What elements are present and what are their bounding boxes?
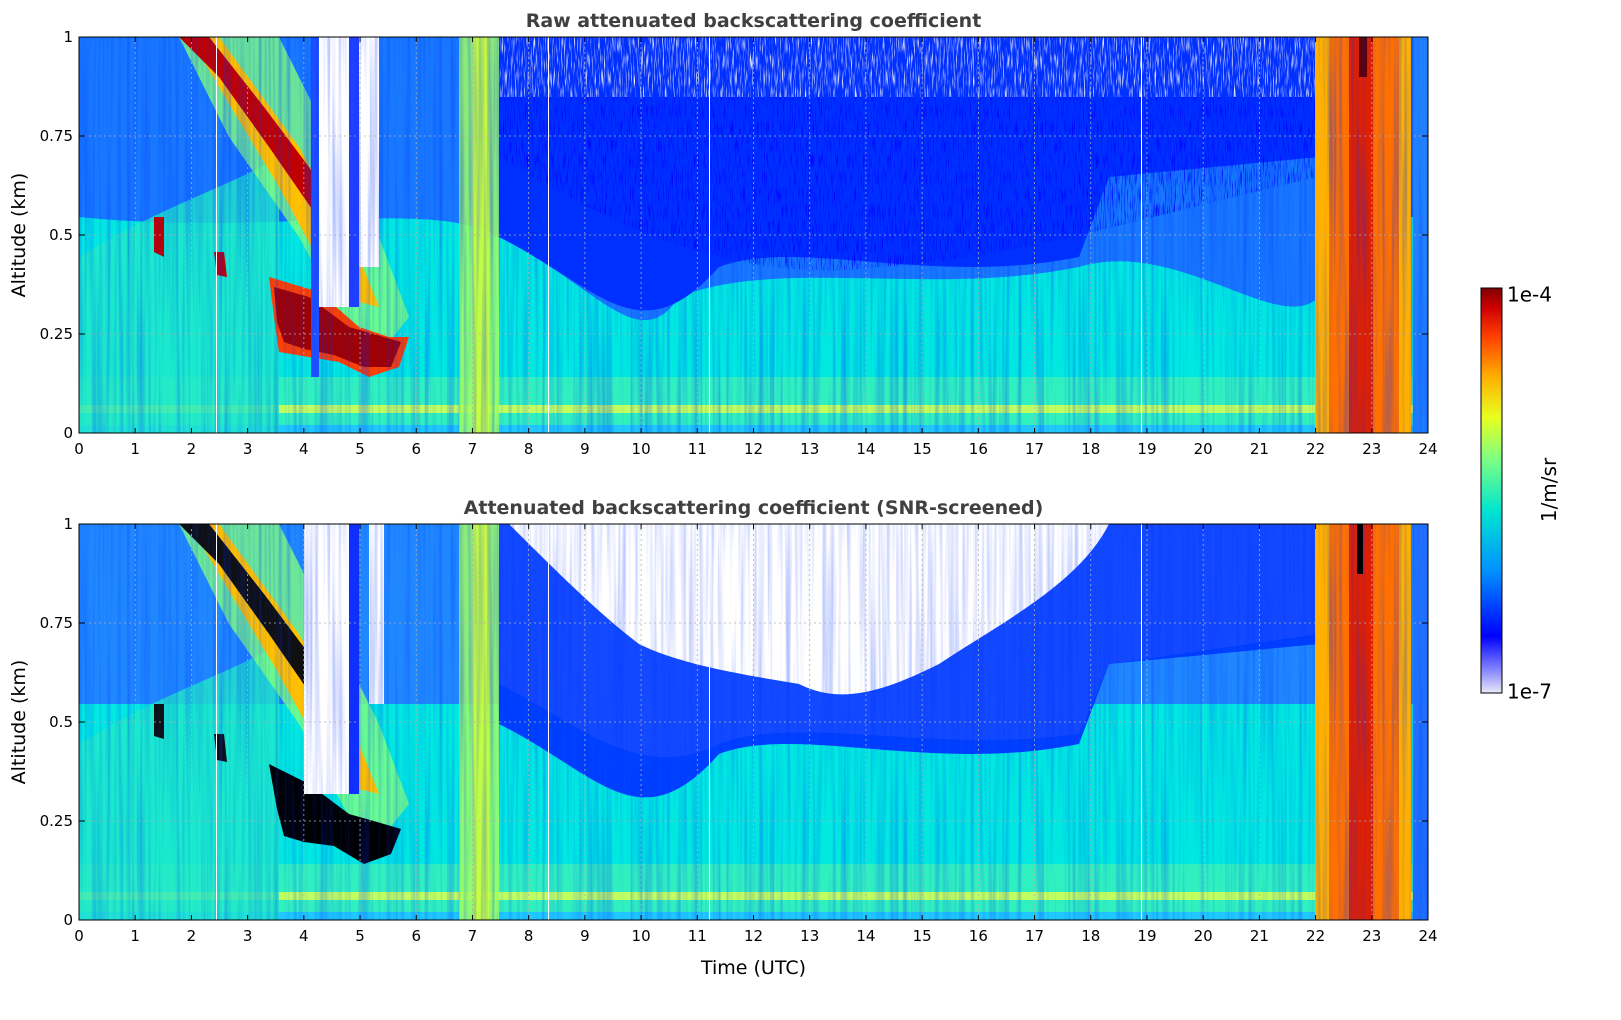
colorbar: 1e-4 1e-7 1/m/sr [1480, 283, 1561, 704]
screened-backscatter-panel: 0 1 2 3 4 5 6 7 8 9 10 11 12 13 14 15 16 17 18 19 20 21 22 23 24… [8, 497, 1438, 979]
x-tick-label: 12 [744, 440, 763, 458]
x-tick-label: 15 [913, 927, 932, 945]
x-tick-label: 1 [130, 927, 140, 945]
x-tick-label: 20 [1194, 927, 1213, 945]
y-tick-label: 0 [63, 911, 73, 929]
y-tick-label: 0.25 [40, 812, 73, 830]
colorbar-min-label: 1e-7 [1507, 680, 1552, 704]
grid-lines [79, 524, 1428, 920]
y-axis: 0 0.25 0.5 0.75 1 [40, 28, 1428, 442]
x-tick-label: 6 [411, 440, 421, 458]
y-tick-label: 0.5 [49, 713, 73, 731]
y-axis-label: Altitude (km) [8, 173, 30, 298]
y-tick-label: 0.25 [40, 325, 73, 343]
x-tick-label: 8 [524, 440, 534, 458]
x-tick-label: 13 [800, 927, 819, 945]
x-tick-label: 0 [74, 927, 84, 945]
x-tick-label: 14 [856, 440, 875, 458]
x-tick-label: 18 [1081, 440, 1100, 458]
x-tick-label: 18 [1081, 927, 1100, 945]
x-tick-label: 16 [969, 440, 988, 458]
y-tick-label: 0 [63, 424, 73, 442]
panel-title: Attenuated backscattering coefficient (S… [464, 497, 1044, 519]
y-tick-label: 0.75 [40, 614, 73, 632]
x-tick-label: 23 [1362, 440, 1381, 458]
x-tick-label: 19 [1137, 440, 1156, 458]
x-tick-label: 4 [299, 440, 309, 458]
x-tick-label: 8 [524, 927, 534, 945]
x-tick-label: 24 [1418, 440, 1437, 458]
x-tick-label: 21 [1250, 440, 1269, 458]
x-tick-label: 17 [1025, 440, 1044, 458]
x-tick-label: 6 [411, 927, 421, 945]
x-tick-label: 13 [800, 440, 819, 458]
y-tick-label: 0.5 [49, 226, 73, 244]
x-tick-label: 1 [130, 440, 140, 458]
x-tick-label: 19 [1137, 927, 1156, 945]
y-axis-label: Altitude (km) [8, 660, 30, 785]
x-tick-label: 10 [632, 927, 651, 945]
x-axis: 0 1 2 3 4 5 6 7 8 9 10 11 12 13 14 15 16 17 18 19 20 21 22 23 24 [74, 524, 1438, 945]
x-tick-label: 11 [688, 927, 707, 945]
raw-backscatter-panel: 0 1 2 3 4 5 6 7 8 9 10 11 12 13 14 15 16 17 18 19 20 21 22 23 24… [8, 10, 1438, 458]
x-tick-label: 10 [632, 440, 651, 458]
panel-title: Raw attenuated backscattering coefficien… [526, 10, 982, 32]
x-tick-label: 22 [1306, 440, 1325, 458]
x-tick-label: 17 [1025, 927, 1044, 945]
x-tick-label: 3 [243, 440, 253, 458]
x-tick-label: 9 [580, 440, 590, 458]
x-tick-label: 15 [913, 440, 932, 458]
x-tick-label: 7 [468, 927, 478, 945]
colorbar-max-label: 1e-4 [1507, 283, 1552, 307]
x-tick-label: 0 [74, 440, 84, 458]
x-tick-label: 2 [187, 927, 197, 945]
x-tick-label: 16 [969, 927, 988, 945]
x-tick-label: 24 [1418, 927, 1437, 945]
x-tick-label: 5 [355, 927, 365, 945]
x-tick-label: 7 [468, 440, 478, 458]
y-tick-label: 0.75 [40, 127, 73, 145]
x-tick-label: 22 [1306, 927, 1325, 945]
x-tick-label: 5 [355, 440, 365, 458]
x-tick-label: 2 [187, 440, 197, 458]
x-tick-label: 21 [1250, 927, 1269, 945]
x-tick-label: 4 [299, 927, 309, 945]
x-tick-label: 11 [688, 440, 707, 458]
y-axis: 0 0.25 0.5 0.75 1 [40, 515, 1428, 929]
x-tick-label: 3 [243, 927, 253, 945]
x-tick-label: 14 [856, 927, 875, 945]
colorbar-unit-label: 1/m/sr [1537, 457, 1561, 522]
x-tick-label: 9 [580, 927, 590, 945]
x-axis-label: Time (UTC) [700, 957, 806, 979]
x-tick-label: 20 [1194, 440, 1213, 458]
x-tick-label: 23 [1362, 927, 1381, 945]
y-tick-label: 1 [63, 28, 73, 46]
y-tick-label: 1 [63, 515, 73, 533]
x-axis: 0 1 2 3 4 5 6 7 8 9 10 11 12 13 14 15 16 17 18 19 20 21 22 23 24 [74, 37, 1438, 458]
grid-lines [79, 37, 1428, 433]
colorbar-gradient [1480, 287, 1503, 694]
x-tick-label: 12 [744, 927, 763, 945]
